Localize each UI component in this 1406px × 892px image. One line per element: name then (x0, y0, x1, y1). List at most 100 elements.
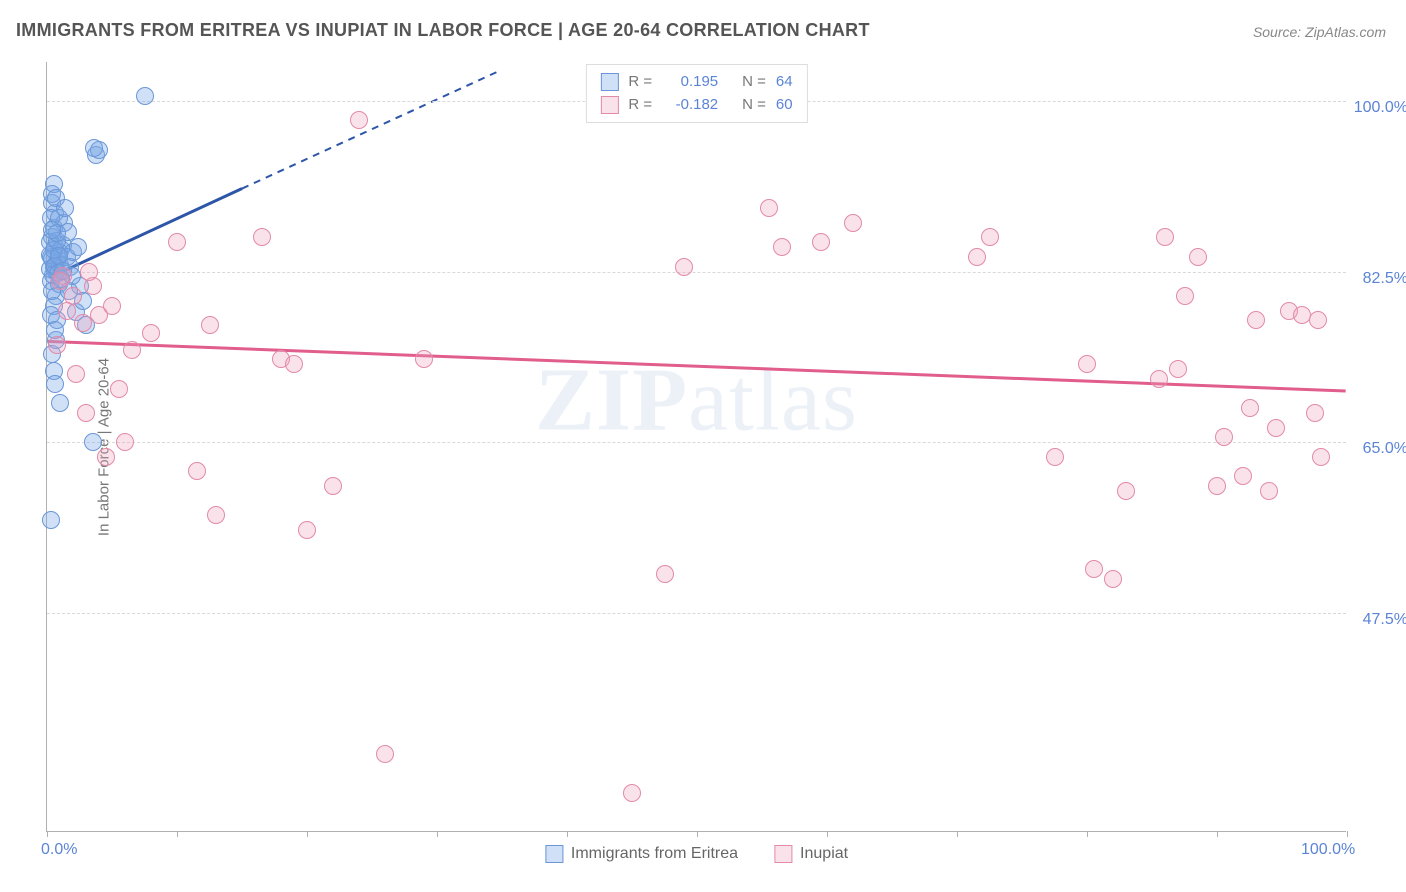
scatter-point (324, 477, 342, 495)
x-tick (957, 831, 958, 837)
scatter-point (1189, 248, 1207, 266)
grid-line (47, 613, 1346, 614)
x-tick (1087, 831, 1088, 837)
x-tick (1217, 831, 1218, 837)
scatter-point (675, 258, 693, 276)
n-value-0: 64 (776, 71, 793, 94)
scatter-point (1169, 360, 1187, 378)
trend-line-dashed (242, 70, 502, 189)
legend-item: Inupiat (774, 845, 848, 863)
y-tick-label: 100.0% (1354, 99, 1406, 117)
scatter-point (1176, 287, 1194, 305)
scatter-point (1267, 419, 1285, 437)
scatter-point (623, 784, 641, 802)
legend-item: Immigrants from Eritrea (545, 845, 738, 863)
x-tick-label: 100.0% (1301, 841, 1355, 859)
scatter-point (1293, 306, 1311, 324)
swatch-inupiat (600, 96, 618, 114)
scatter-point (844, 214, 862, 232)
scatter-point (285, 355, 303, 373)
scatter-point (1241, 399, 1259, 417)
grid-line (47, 272, 1346, 273)
n-value-1: 60 (776, 94, 793, 117)
x-tick (177, 831, 178, 837)
scatter-point (773, 238, 791, 256)
grid-line (47, 442, 1346, 443)
scatter-point (968, 248, 986, 266)
y-tick-label: 82.5% (1363, 270, 1406, 288)
scatter-point (1117, 482, 1135, 500)
scatter-point (1260, 482, 1278, 500)
scatter-point (812, 233, 830, 251)
scatter-point (981, 228, 999, 246)
scatter-point (1078, 355, 1096, 373)
x-tick (1347, 831, 1348, 837)
y-tick-label: 65.0% (1363, 440, 1406, 458)
scatter-point (77, 404, 95, 422)
scatter-point (85, 139, 103, 157)
scatter-point (1306, 404, 1324, 422)
scatter-point (116, 433, 134, 451)
r-value-1: -0.182 (662, 94, 718, 117)
scatter-point (142, 324, 160, 342)
scatter-point (656, 565, 674, 583)
x-tick (47, 831, 48, 837)
scatter-point (51, 272, 69, 290)
scatter-point (1312, 448, 1330, 466)
source-attribution: Source: ZipAtlas.com (1253, 24, 1386, 40)
r-label-0: R = (628, 71, 652, 94)
scatter-point (80, 263, 98, 281)
legend-bottom: Immigrants from Eritrea Inupiat (545, 845, 848, 863)
legend-swatch (545, 845, 563, 863)
scatter-point (760, 199, 778, 217)
chart-title: IMMIGRANTS FROM ERITREA VS INUPIAT IN LA… (16, 20, 870, 41)
x-tick (307, 831, 308, 837)
scatter-point (201, 316, 219, 334)
scatter-point (1247, 311, 1265, 329)
scatter-point (1046, 448, 1064, 466)
swatch-eritrea (600, 73, 618, 91)
scatter-point (1215, 428, 1233, 446)
x-tick (697, 831, 698, 837)
legend-label: Immigrants from Eritrea (571, 845, 738, 863)
scatter-point (97, 448, 115, 466)
y-tick-label: 47.5% (1363, 611, 1406, 629)
scatter-point (136, 87, 154, 105)
scatter-point (207, 506, 225, 524)
scatter-point (298, 521, 316, 539)
scatter-point (84, 433, 102, 451)
x-tick (827, 831, 828, 837)
watermark: ZIPatlas (535, 349, 858, 452)
scatter-point (1208, 477, 1226, 495)
n-label-1: N = (742, 94, 766, 117)
trend-lines-svg (47, 62, 1346, 831)
trend-line (53, 189, 243, 277)
scatter-point (51, 394, 69, 412)
scatter-point (67, 365, 85, 383)
scatter-point (110, 380, 128, 398)
scatter-point (415, 350, 433, 368)
scatter-point (69, 238, 87, 256)
scatter-point (1156, 228, 1174, 246)
x-tick (437, 831, 438, 837)
scatter-point (188, 462, 206, 480)
scatter-point (90, 306, 108, 324)
x-tick (567, 831, 568, 837)
scatter-point (253, 228, 271, 246)
watermark-rest: atlas (688, 351, 858, 450)
legend-swatch (774, 845, 792, 863)
scatter-point (56, 199, 74, 217)
scatter-plot-area: In Labor Force | Age 20-64 ZIPatlas R = … (46, 62, 1346, 832)
scatter-point (1309, 311, 1327, 329)
n-label-0: N = (742, 71, 766, 94)
legend-label: Inupiat (800, 845, 848, 863)
scatter-point (350, 111, 368, 129)
legend-row-inupiat: R = -0.182 N = 60 (600, 94, 792, 117)
scatter-point (1150, 370, 1168, 388)
scatter-point (42, 511, 60, 529)
scatter-point (46, 375, 64, 393)
scatter-point (58, 302, 76, 320)
scatter-point (48, 336, 66, 354)
scatter-point (1085, 560, 1103, 578)
x-tick-label: 0.0% (41, 841, 77, 859)
